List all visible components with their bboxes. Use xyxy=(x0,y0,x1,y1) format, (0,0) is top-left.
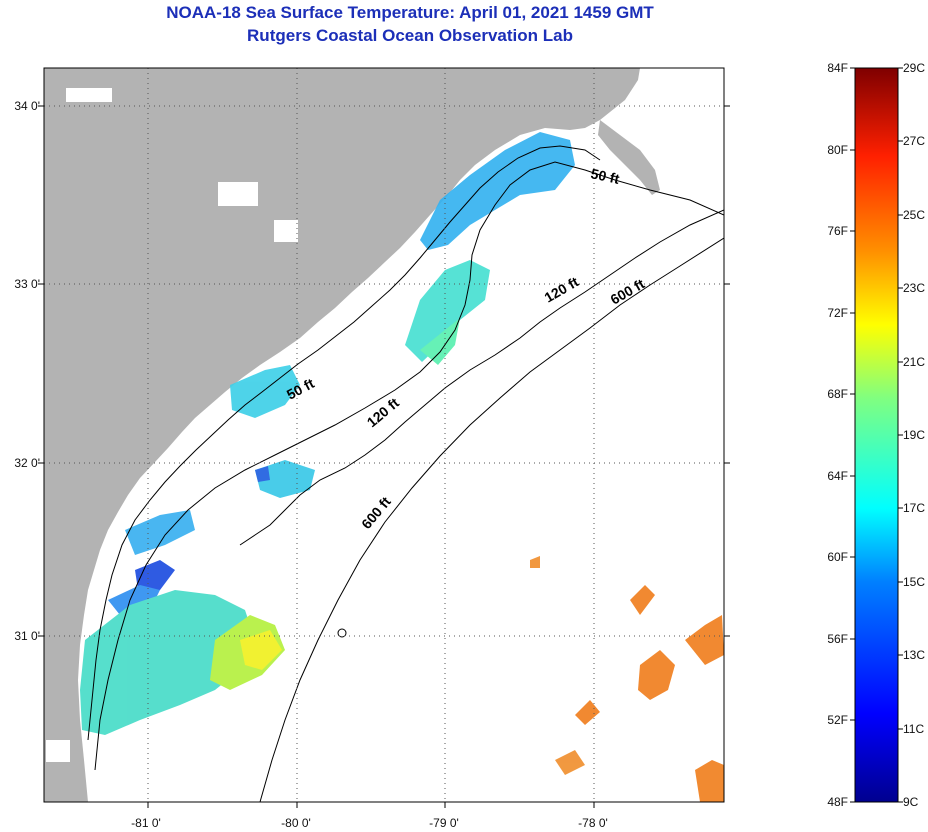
map-frame xyxy=(43,67,725,803)
colorbar-label-c: 11C xyxy=(903,722,925,736)
chart-title: NOAA-18 Sea Surface Temperature: April 0… xyxy=(166,3,654,22)
colorbar-label-f: 48F xyxy=(827,795,848,809)
colorbar-label-c: 25C xyxy=(903,208,926,222)
colorbar-label-f: 72F xyxy=(827,306,848,320)
map-ticks xyxy=(38,105,730,808)
colorbar-label-c: 13C xyxy=(903,648,926,662)
lat-label-34: 34 0' xyxy=(14,99,40,113)
lat-label-33: 33 0' xyxy=(14,277,40,291)
colorbar-label-f: 64F xyxy=(827,469,848,483)
chart-subtitle: Rutgers Coastal Ocean Observation Lab xyxy=(247,26,573,45)
nodata-patch xyxy=(218,182,258,206)
lat-label-31: 31 0' xyxy=(14,629,40,643)
seamount-contour xyxy=(337,628,347,638)
land-mass xyxy=(44,68,640,802)
colorbar xyxy=(854,67,899,803)
colorbar-label-f: 76F xyxy=(827,224,848,238)
colorbar-label-c: 15C xyxy=(903,575,926,589)
graticule xyxy=(44,68,724,802)
colorbar-label-c: 23C xyxy=(903,281,926,295)
lon-label-80: -80 0' xyxy=(281,816,311,830)
colorbar-ticks xyxy=(850,67,903,803)
nodata-patch xyxy=(66,88,112,102)
nodata-patch xyxy=(274,220,298,242)
isobath-600ft xyxy=(259,237,724,802)
land-headland xyxy=(598,120,660,195)
coastline xyxy=(87,145,601,741)
nodata-patch xyxy=(46,740,70,762)
sst-patches xyxy=(80,132,724,802)
colorbar-label-f: 84F xyxy=(827,61,848,75)
colorbar-label-c: 29C xyxy=(903,61,926,75)
colorbar-label-f: 52F xyxy=(827,713,848,727)
colorbar-label-c: 21C xyxy=(903,355,926,369)
colorbar-label-c: 27C xyxy=(903,134,926,148)
colorbar-label-c: 9C xyxy=(903,795,919,809)
colorbar-label-c: 17C xyxy=(903,501,926,515)
lon-label-79: -79 0' xyxy=(429,816,459,830)
colorbar-label-f: 60F xyxy=(827,550,848,564)
lon-label-81: -81 0' xyxy=(131,816,161,830)
colorbar-label-f: 56F xyxy=(827,632,848,646)
isobath-50ft xyxy=(94,161,724,771)
colorbar-label-f: 68F xyxy=(827,387,848,401)
colorbar-label-c: 19C xyxy=(903,428,926,442)
isobath-label: 50 ft xyxy=(589,165,621,187)
lat-label-32: 32 0' xyxy=(14,456,40,470)
lon-label-78: -78 0' xyxy=(578,816,608,830)
colorbar-label-f: 80F xyxy=(827,143,848,157)
